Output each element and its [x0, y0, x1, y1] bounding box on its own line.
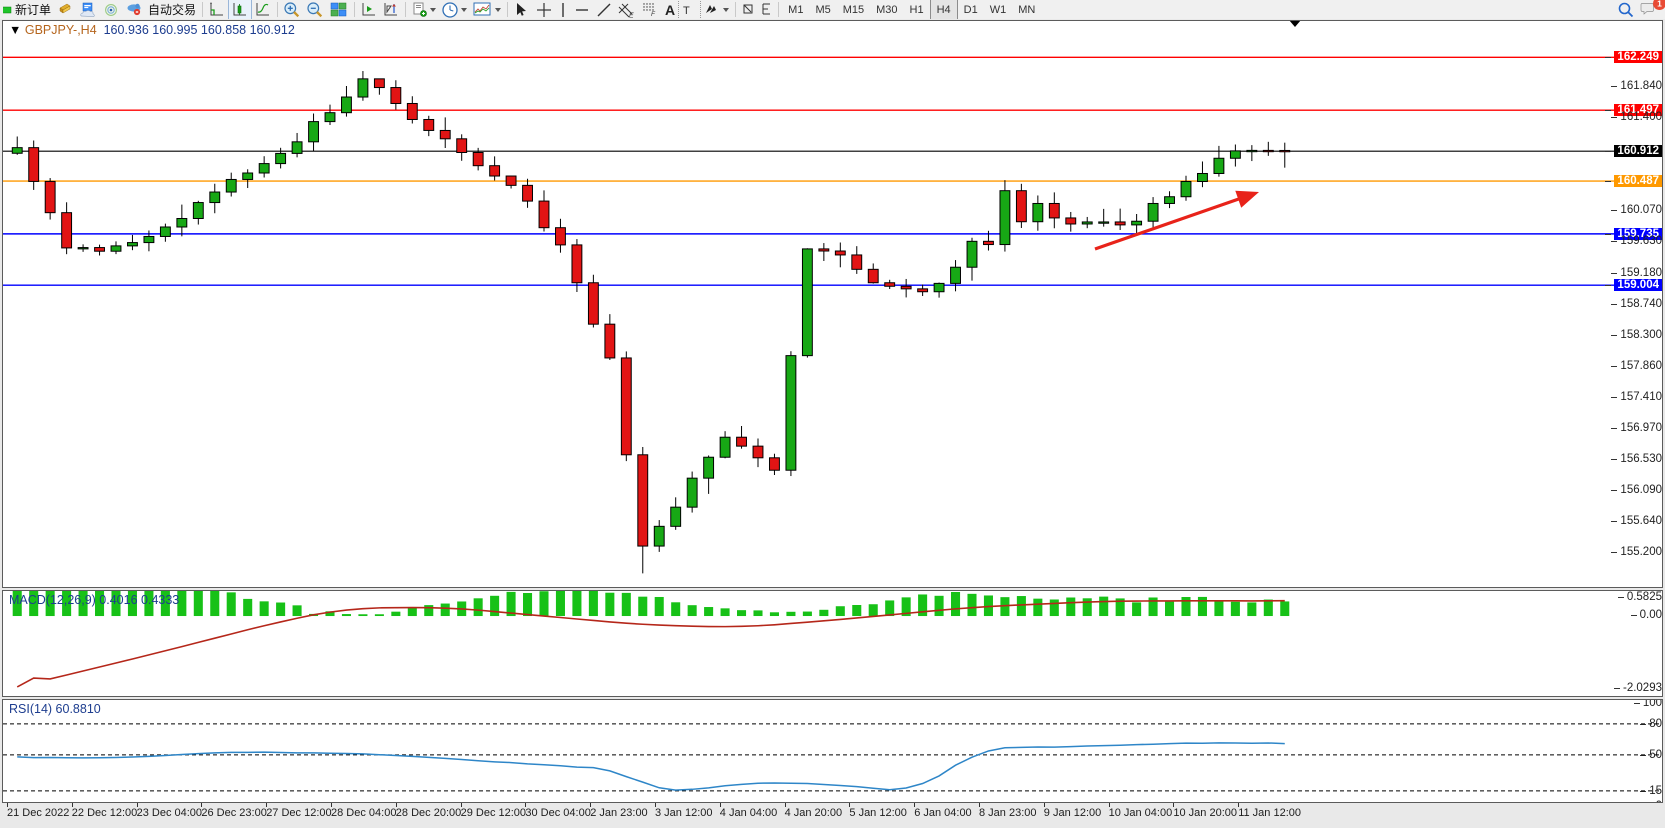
svg-text:T: T — [683, 5, 690, 17]
svg-text:E: E — [629, 12, 634, 18]
svg-text:F: F — [651, 11, 656, 17]
svg-text:1: 1 — [1657, 0, 1662, 9]
